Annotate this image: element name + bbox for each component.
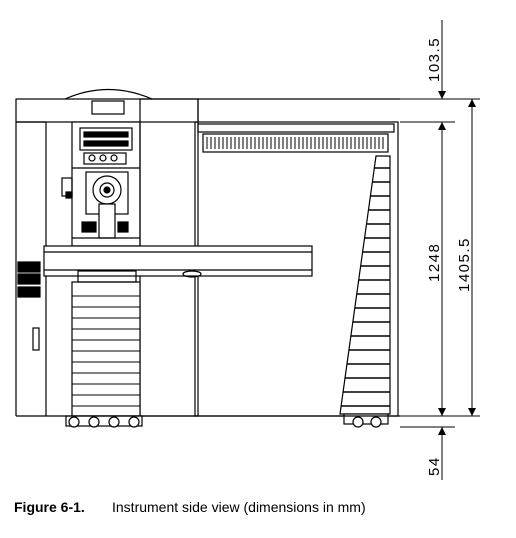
figure-label: Figure 6-1. bbox=[14, 499, 85, 515]
lower-stack-lines bbox=[72, 295, 140, 407]
left-cabinet bbox=[15, 121, 47, 416]
horizontal-rail bbox=[43, 245, 313, 278]
source-tower bbox=[61, 121, 141, 247]
dimension-lines bbox=[441, 20, 473, 480]
slanted-stack bbox=[339, 155, 391, 415]
dimension-arrows bbox=[438, 91, 476, 435]
top-cover bbox=[15, 88, 400, 123]
dimension-extension-lines bbox=[400, 98, 480, 428]
vent-grille bbox=[202, 133, 389, 153]
figure-caption-text: Instrument side view (dimensions in mm) bbox=[112, 499, 366, 515]
figure-caption: Figure 6-1. Instrument side view (dimens… bbox=[14, 499, 366, 515]
casters bbox=[65, 413, 389, 428]
dim-top-clearance: 103.5 bbox=[426, 37, 443, 82]
lower-stack bbox=[71, 270, 141, 417]
dim-bottom-clearance: 54 bbox=[426, 456, 443, 476]
slanted-stack-lines bbox=[341, 167, 390, 407]
vent-slats bbox=[206, 137, 384, 149]
dim-total-height: 1405.5 bbox=[456, 237, 473, 292]
dim-body-height: 1248 bbox=[426, 243, 443, 282]
